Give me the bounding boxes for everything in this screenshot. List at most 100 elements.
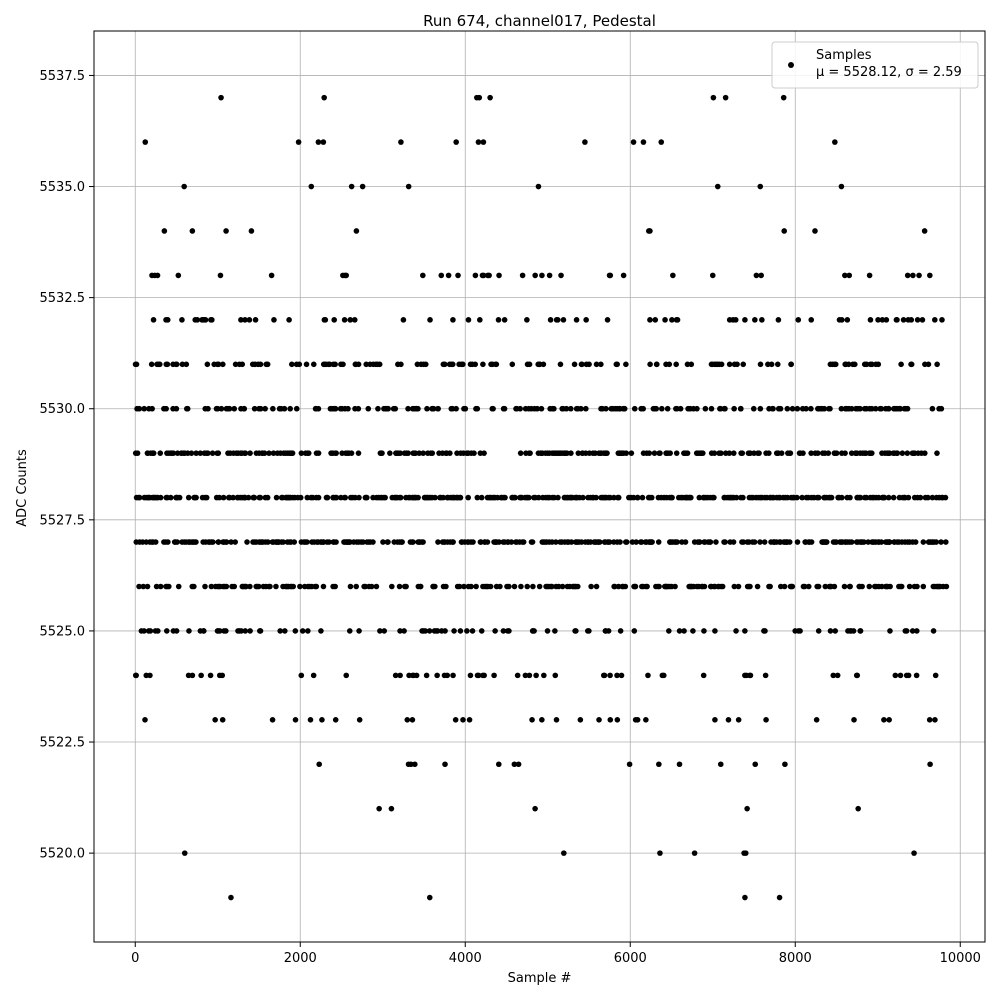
data-point bbox=[633, 539, 640, 545]
y-tick-label: 5530.0 bbox=[40, 402, 86, 417]
data-point bbox=[593, 494, 599, 501]
data-point bbox=[424, 405, 430, 412]
data-point bbox=[541, 672, 547, 679]
data-point bbox=[220, 361, 226, 368]
data-point bbox=[726, 361, 733, 368]
data-point bbox=[209, 450, 216, 456]
data-point bbox=[904, 405, 911, 412]
data-point bbox=[441, 361, 448, 368]
data-point bbox=[598, 361, 604, 368]
data-point bbox=[376, 805, 382, 812]
data-point bbox=[920, 583, 927, 590]
data-point bbox=[466, 717, 473, 723]
legend-box bbox=[771, 41, 979, 89]
data-point bbox=[215, 539, 222, 545]
data-point bbox=[752, 761, 759, 768]
data-point bbox=[429, 450, 436, 456]
x-tick-label: 0 bbox=[131, 951, 139, 966]
data-point bbox=[432, 494, 438, 501]
data-point bbox=[700, 450, 706, 456]
data-point bbox=[788, 361, 794, 368]
data-point bbox=[399, 539, 405, 545]
data-point bbox=[593, 583, 600, 590]
data-point bbox=[730, 539, 737, 545]
data-point bbox=[939, 317, 945, 323]
data-point bbox=[152, 539, 159, 545]
data-point bbox=[684, 450, 691, 456]
data-point bbox=[778, 450, 785, 456]
data-point bbox=[420, 539, 426, 545]
data-point bbox=[656, 761, 662, 768]
data-point bbox=[842, 450, 848, 456]
data-point bbox=[828, 494, 835, 501]
data-point bbox=[676, 761, 683, 768]
data-point bbox=[731, 583, 738, 590]
data-point bbox=[733, 494, 740, 501]
data-point bbox=[573, 628, 579, 634]
data-point bbox=[457, 628, 464, 634]
data-point bbox=[631, 628, 638, 634]
data-point bbox=[226, 405, 233, 412]
data-point bbox=[666, 628, 672, 634]
data-point bbox=[434, 672, 440, 679]
data-point bbox=[435, 405, 441, 412]
data-point bbox=[803, 405, 809, 412]
data-point bbox=[405, 405, 411, 412]
data-point bbox=[360, 539, 366, 545]
data-point bbox=[194, 317, 201, 323]
data-point bbox=[315, 405, 322, 412]
data-point bbox=[742, 317, 748, 323]
data-point bbox=[887, 628, 893, 634]
data-point bbox=[774, 361, 781, 368]
data-point bbox=[762, 628, 768, 634]
data-point bbox=[914, 317, 921, 323]
data-point bbox=[450, 539, 456, 545]
data-point bbox=[438, 272, 445, 279]
data-point bbox=[815, 494, 822, 501]
data-point bbox=[605, 628, 612, 634]
data-point bbox=[842, 272, 848, 279]
y-tick-label: 5520.0 bbox=[40, 847, 86, 862]
data-point bbox=[136, 494, 143, 501]
data-point bbox=[823, 539, 830, 545]
data-point bbox=[351, 317, 358, 323]
data-point bbox=[343, 672, 350, 679]
data-point bbox=[368, 583, 375, 590]
data-point bbox=[522, 672, 529, 679]
data-point bbox=[669, 494, 675, 501]
data-point bbox=[415, 494, 421, 501]
data-point bbox=[667, 450, 673, 456]
data-point bbox=[197, 450, 204, 456]
data-point bbox=[486, 272, 492, 279]
data-point bbox=[514, 672, 521, 679]
data-point bbox=[717, 761, 724, 768]
data-point bbox=[857, 405, 863, 412]
data-point bbox=[815, 628, 822, 634]
data-point bbox=[472, 361, 479, 368]
data-point bbox=[242, 628, 249, 634]
data-point bbox=[341, 317, 348, 323]
data-point bbox=[711, 450, 718, 456]
data-point bbox=[223, 539, 230, 545]
data-point bbox=[150, 317, 157, 323]
data-point bbox=[922, 450, 928, 456]
data-point bbox=[185, 494, 192, 501]
data-point bbox=[674, 317, 681, 323]
data-point bbox=[292, 628, 299, 634]
data-point bbox=[878, 539, 885, 545]
data-point bbox=[461, 583, 467, 590]
data-point bbox=[452, 717, 459, 723]
data-point bbox=[854, 672, 861, 679]
data-point bbox=[449, 361, 456, 368]
data-point bbox=[290, 583, 297, 590]
data-point bbox=[450, 317, 456, 323]
data-point bbox=[898, 583, 905, 590]
data-point bbox=[794, 494, 800, 501]
data-point bbox=[464, 628, 470, 634]
data-point bbox=[614, 717, 621, 723]
data-point bbox=[886, 539, 893, 545]
data-point bbox=[524, 317, 530, 323]
x-tick-label: 8000 bbox=[779, 951, 812, 966]
data-point bbox=[176, 494, 183, 501]
data-point bbox=[677, 405, 684, 412]
